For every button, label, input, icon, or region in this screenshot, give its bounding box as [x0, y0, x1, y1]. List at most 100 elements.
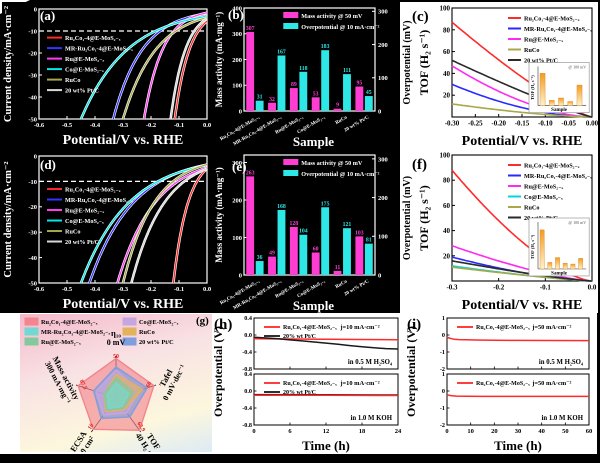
svg-text:0.0: 0.0 [244, 388, 252, 395]
svg-text:-30: -30 [28, 230, 37, 237]
svg-text:Ru@E-MoS₂₋ₓ: Ru@E-MoS₂₋ₓ [524, 36, 563, 43]
svg-text:20 wt% Pt/C: 20 wt% Pt/C [139, 339, 174, 346]
svg-text:0.4: 0.4 [244, 371, 252, 378]
svg-text:Ru₂Co₁-4@E-MoS₂₋ₓ: Ru₂Co₁-4@E-MoS₂₋ₓ [65, 35, 121, 42]
svg-text:53: 53 [313, 91, 319, 97]
svg-text:200: 200 [232, 57, 242, 64]
svg-text:Time (h): Time (h) [302, 438, 350, 453]
svg-text:49: 49 [269, 251, 275, 257]
svg-text:-50: -50 [28, 280, 37, 287]
svg-text:TOF (H₂ s⁻¹): TOF (H₂ s⁻¹) [417, 185, 431, 251]
chart-g-svg: Ru₂Co₁-4@E-MoS₂₋ₓ MR-Ru₂Co₁-4@E-MoS₂₋ₓ Ru@… [24, 317, 188, 462]
svg-text:-0.30: -0.30 [445, 120, 460, 128]
svg-text:-2: -2 [440, 422, 445, 429]
panel-d-letter: (d) [40, 157, 56, 172]
panel-h-stability-chart: 0.4 0.0 -0.4 -0.8 Ru₂Co₁-4@E-MoS₂₋ₓ 20% wt Pt… [211, 314, 405, 453]
panel-b-mass-activity-bar-chart: 0 100 200 300 400 0 100 200 300 307 31 Ru₂Co₁-4@E-M… [214, 2, 400, 149]
svg-text:RuCo: RuCo [335, 279, 349, 290]
svg-text:80: 80 [443, 177, 451, 185]
svg-text:0: 0 [252, 428, 255, 435]
svg-text:40: 40 [538, 428, 545, 435]
svg-text:0.0: 0.0 [588, 284, 597, 292]
svg-text:Overpotential @ 10 mA·cm⁻²: Overpotential @ 10 mA·cm⁻² [301, 24, 379, 31]
svg-text:104: 104 [299, 229, 308, 235]
svg-text:60: 60 [586, 428, 593, 435]
svg-text:j=10 mA·cm⁻²: j=10 mA·cm⁻² [339, 380, 379, 387]
svg-text:183: 183 [321, 44, 330, 50]
svg-text:Ru₂Co₁-4@E-MoS₂₋ₓ: Ru₂Co₁-4@E-MoS₂₋ₓ [476, 325, 530, 331]
svg-text:60: 60 [145, 381, 153, 389]
svg-text:Ru₂Co₁-4@E-MoS₂₋ₓ: Ru₂Co₁-4@E-MoS₂₋ₓ [524, 162, 580, 169]
svg-text:167: 167 [277, 50, 286, 56]
svg-text:RuCo: RuCo [524, 47, 539, 54]
svg-text:1: 1 [442, 315, 445, 322]
panel-g-letter: (g) [196, 315, 209, 327]
svg-text:-0.4: -0.4 [90, 122, 101, 129]
svg-text:Ru₂Co₁-4@E-MoS₂₋ₓ: Ru₂Co₁-4@E-MoS₂₋ₓ [65, 186, 121, 193]
svg-text:Overpotential (mV): Overpotential (mV) [402, 176, 413, 260]
svg-text:-0.1: -0.1 [174, 286, 184, 293]
chart-h-svg: 0.4 0.0 -0.4 -0.8 Ru₂Co₁-4@E-MoS₂₋ₓ 20% wt Pt… [211, 315, 402, 453]
svg-text:-0.1: -0.1 [540, 284, 552, 292]
svg-text:0.4: 0.4 [244, 315, 252, 322]
svg-text:-0.8: -0.8 [242, 422, 252, 429]
svg-text:111: 111 [343, 68, 351, 74]
svg-text:-0.1: -0.1 [174, 122, 184, 129]
svg-text:100: 100 [232, 235, 242, 242]
svg-text:Ru₂Co₁-4@E-MoS₂₋ₓ: Ru₂Co₁-4@E-MoS₂₋ₓ [476, 381, 530, 387]
svg-text:0: 0 [378, 108, 381, 115]
svg-text:20: 20 [443, 252, 451, 260]
svg-text:in 1.0 M KOH: in 1.0 M KOH [541, 415, 583, 422]
svg-text:Sample: Sample [293, 298, 334, 313]
panel-e-mass-activity-bar-chart: 0 100 200 300 0 100 200 300 263 36 Ru₂Co₁-4@E-MoS₂… [214, 149, 400, 313]
svg-text:20% wt Pt/C: 20% wt Pt/C [283, 390, 316, 396]
svg-text:@ 100 mV: @ 100 mV [569, 220, 587, 225]
svg-text:300: 300 [378, 156, 388, 163]
svg-text:20: 20 [491, 428, 498, 435]
svg-text:Potential/V vs. RHE: Potential/V vs. RHE [462, 134, 583, 149]
svg-text:62.9: 62.9 [135, 421, 146, 433]
panel-b-letter: (b) [228, 7, 244, 22]
svg-text:η₁₀: η₁₀ [111, 328, 121, 338]
svg-text:j=50 mA·cm⁻²: j=50 mA·cm⁻² [531, 380, 571, 387]
svg-text:Mass activity @ 50 mV: Mass activity @ 50 mV [301, 13, 363, 20]
svg-text:-0.05: -0.05 [561, 120, 576, 128]
svg-text:0: 0 [34, 153, 37, 160]
svg-text:-1: -1 [440, 349, 445, 356]
svg-text:100: 100 [378, 75, 388, 82]
svg-text:50: 50 [113, 354, 119, 360]
svg-text:200: 200 [378, 195, 388, 202]
svg-text:Potential/V vs. RHE: Potential/V vs. RHE [63, 297, 184, 312]
svg-text:Mass activity (mA·mg⁻¹): Mass activity (mA·mg⁻¹) [214, 167, 224, 262]
svg-text:-0.2: -0.2 [146, 122, 156, 129]
svg-text:RuCo: RuCo [65, 77, 80, 84]
svg-text:Mass activity @ 50 mV: Mass activity @ 50 mV [301, 160, 363, 167]
svg-text:121: 121 [343, 222, 352, 228]
chart-c-svg: -0.30 -0.25 -0.20 -0.15 -0.10 -0.05 0.00 20 40 60… [402, 5, 599, 150]
panel-i-stability-chart: 1 0 -1 -2 Ru₂Co₁-4@E-MoS₂₋ₓ j=50 mA·cm⁻² in 0.… [404, 314, 596, 453]
svg-text:300: 300 [232, 31, 242, 38]
panel-f-tof-chart: -0.3 -0.2 -0.1 0.0 20 40 60 80 100 Ru₂Co₁-4@E-MoS… [400, 149, 598, 313]
svg-text:0: 0 [442, 388, 445, 395]
panel-f-letter: (f) [412, 157, 427, 173]
svg-text:24: 24 [395, 428, 402, 435]
svg-text:-0.15: -0.15 [515, 120, 530, 128]
svg-text:Overpotential @ 10 mA·cm⁻²: Overpotential @ 10 mA·cm⁻² [301, 171, 379, 178]
svg-text:6: 6 [288, 428, 292, 435]
svg-text:12: 12 [323, 428, 330, 435]
svg-text:-0.2: -0.2 [493, 284, 505, 292]
svg-text:Current density/mA·cm⁻²: Current density/mA·cm⁻² [3, 6, 14, 122]
svg-text:MR-Ru₂Co₁-4@E-MoS₂₋ₓ: MR-Ru₂Co₁-4@E-MoS₂₋ₓ [65, 197, 133, 204]
svg-text:Overpotential (mV): Overpotential (mV) [402, 20, 413, 104]
panel-i-letter: (i) [407, 317, 422, 333]
svg-text:RuCo: RuCo [65, 228, 80, 235]
svg-text:Co@E-MoS₂₋ₓ: Co@E-MoS₂₋ₓ [65, 66, 104, 73]
svg-text:0: 0 [445, 428, 448, 435]
svg-text:300: 300 [378, 9, 388, 16]
svg-text:-0.6: -0.6 [34, 122, 45, 129]
svg-text:60: 60 [443, 202, 451, 210]
svg-text:168: 168 [277, 204, 286, 210]
svg-text:36: 36 [257, 255, 263, 261]
svg-text:-20: -20 [28, 50, 37, 57]
